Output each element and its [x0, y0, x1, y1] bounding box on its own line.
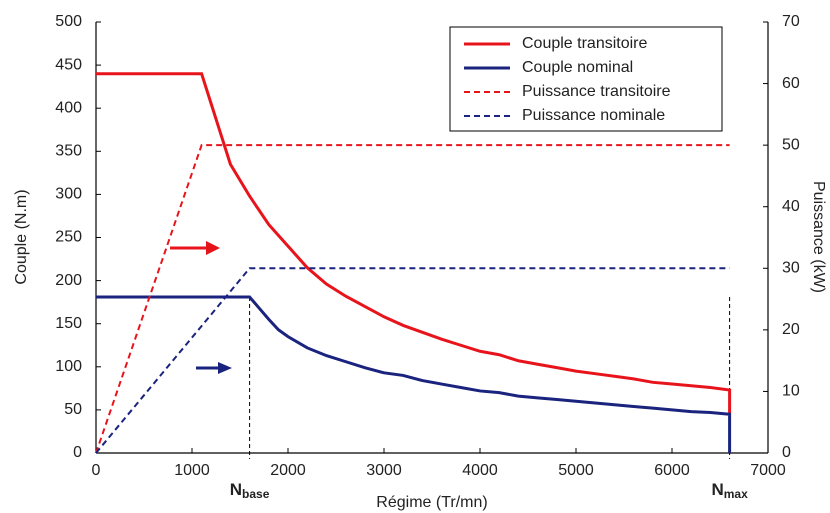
legend-label: Puissance transitoire: [522, 83, 671, 100]
y-tick-label: 300: [55, 186, 82, 203]
y2-tick-label: 30: [782, 260, 800, 277]
y-tick-label: 350: [55, 143, 82, 160]
y-tick-label: 200: [55, 272, 82, 289]
x-tick-label: 1000: [174, 462, 210, 479]
y2-tick-label: 70: [782, 13, 800, 30]
legend-label: Puissance nominale: [522, 107, 665, 124]
y2-axis-label: Puissance (kW): [810, 181, 827, 293]
line: [95, 144, 730, 454]
x-tick-label: 7000: [750, 462, 786, 479]
y-tick-label: 250: [55, 229, 82, 246]
y2-tick-label: 40: [782, 198, 800, 215]
annotation-sub: base: [242, 487, 270, 501]
y2-tick-label: 20: [782, 321, 800, 338]
line: [96, 295, 732, 453]
annotation-text: N: [711, 480, 723, 499]
legend-label: Couple nominal: [522, 59, 633, 76]
x-axis-label: Régime (Tr/mn): [376, 494, 487, 511]
x-tick-label: 5000: [558, 462, 594, 479]
line: [95, 267, 730, 454]
y2-tick-label: 0: [782, 444, 791, 461]
x-tick-label: 3000: [366, 462, 402, 479]
annotation: Nmax: [711, 480, 748, 501]
y-tick-label: 150: [55, 315, 82, 332]
y-tick-label: 100: [55, 358, 82, 375]
y-tick-label: 0: [73, 444, 82, 461]
x-tick-label: 4000: [462, 462, 498, 479]
annotation-sub: max: [724, 487, 748, 501]
arrows: [170, 241, 232, 374]
y-tick-label: 450: [55, 56, 82, 73]
line: [96, 72, 732, 415]
legend-box: [449, 26, 723, 132]
y2-tick-label: 50: [782, 136, 800, 153]
y2-tick-label: 60: [782, 75, 800, 92]
annotation: Nbase: [230, 480, 270, 501]
y2-tick-label: 10: [782, 383, 800, 400]
x-tick-label: 6000: [654, 462, 690, 479]
y-tick-label: 50: [64, 401, 82, 418]
annotation-text: N: [230, 480, 242, 499]
y-tick-label: 400: [55, 99, 82, 116]
y-tick-label: 500: [55, 13, 82, 30]
legend-label: Couple transitoire: [522, 35, 648, 52]
x-tick-label: 2000: [270, 462, 306, 479]
y-axis-label: Couple (N.m): [13, 189, 30, 284]
x-tick-label: 0: [92, 462, 101, 479]
